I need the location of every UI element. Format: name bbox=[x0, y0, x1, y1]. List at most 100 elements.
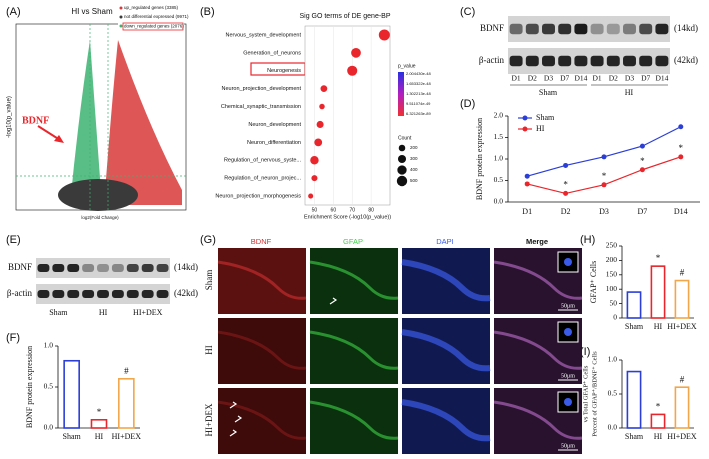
up-cloud bbox=[104, 40, 182, 205]
band bbox=[141, 264, 154, 272]
lane-label: D2 bbox=[528, 74, 537, 83]
legend-label: 300 bbox=[410, 156, 418, 161]
row-label: BDNF bbox=[480, 23, 504, 33]
annotation: BDNF bbox=[22, 115, 49, 126]
x-tick-label: HI+DEX bbox=[667, 322, 697, 331]
dot bbox=[311, 175, 318, 182]
band bbox=[655, 23, 669, 35]
row-label: β-actin bbox=[7, 288, 33, 298]
y-tick-label: 1.0 bbox=[494, 154, 504, 163]
panel-label: (I) bbox=[580, 346, 590, 358]
band bbox=[606, 55, 620, 67]
x-tick-label: Sham bbox=[625, 432, 644, 441]
band bbox=[97, 264, 109, 272]
tissue-band bbox=[401, 329, 491, 372]
tissue-glow bbox=[402, 388, 490, 454]
tissue-band bbox=[401, 259, 491, 302]
x-tick-label: HI+DEX bbox=[667, 432, 697, 441]
band bbox=[97, 290, 109, 298]
band bbox=[590, 55, 604, 67]
legend-label: 400 bbox=[410, 167, 418, 172]
band bbox=[509, 23, 523, 35]
dot bbox=[351, 47, 361, 58]
panel-label: (E) bbox=[6, 234, 21, 246]
category-label: Neuron_development bbox=[248, 122, 301, 128]
point bbox=[678, 124, 684, 130]
arrow bbox=[37, 125, 61, 141]
legend-title: Count bbox=[398, 135, 412, 141]
tissue-glow bbox=[310, 318, 398, 384]
bar bbox=[63, 359, 80, 429]
dot bbox=[378, 29, 390, 41]
micro-image bbox=[310, 318, 398, 384]
dot bbox=[308, 193, 314, 199]
band bbox=[126, 264, 139, 272]
band bbox=[111, 264, 124, 272]
row-label: HI+DEX bbox=[204, 403, 214, 437]
group-label: Sham bbox=[49, 308, 68, 317]
group-label: HI bbox=[625, 88, 634, 97]
annotation: # bbox=[680, 374, 685, 384]
x-tick-label: D3 bbox=[599, 207, 609, 216]
tissue-glow bbox=[218, 388, 306, 454]
tissue-glow bbox=[218, 318, 306, 384]
x-tick-label: 50 bbox=[312, 207, 318, 213]
x-tick-label: D2 bbox=[561, 207, 571, 216]
legend-dot bbox=[397, 165, 407, 175]
x-tick-label: HI bbox=[95, 432, 104, 441]
arrow bbox=[329, 297, 338, 305]
y-tick-label: 1.0 bbox=[608, 355, 618, 364]
y-tick-label: 0.0 bbox=[608, 423, 618, 432]
bar bbox=[650, 413, 666, 429]
y-tick-label: 0.0 bbox=[494, 197, 504, 206]
lane-label: D7 bbox=[560, 74, 569, 83]
legend-box bbox=[118, 3, 184, 33]
band bbox=[67, 290, 80, 298]
micro-image bbox=[218, 388, 306, 454]
colorbar-label: 1.302213e-48 bbox=[406, 91, 431, 96]
x-tick-label: D1 bbox=[522, 207, 532, 216]
column-label: Merge bbox=[526, 237, 548, 246]
bar bbox=[650, 265, 666, 319]
scale-label: 50μm bbox=[561, 443, 575, 449]
band bbox=[574, 23, 588, 35]
volcano-panel: HI vs Sham up_regulated genes (3385) not… bbox=[7, 3, 189, 220]
band bbox=[52, 264, 65, 272]
band bbox=[156, 290, 169, 298]
panel-label: (C) bbox=[460, 6, 475, 18]
colorbar-label: 2.004430e-48 bbox=[406, 71, 431, 76]
y-tick-label: 0.5 bbox=[494, 175, 504, 184]
category-label: Chemical_synaptic_transmission bbox=[221, 104, 301, 110]
row-label: β-actin bbox=[479, 55, 505, 65]
category-label: Neuron_projection_development bbox=[222, 86, 302, 92]
y-tick-label: 1.5 bbox=[494, 132, 504, 141]
band bbox=[525, 55, 539, 67]
x-axis-label: Enrichment Score (-log10(p_value)) bbox=[304, 214, 391, 220]
x-tick-label: Sham bbox=[625, 322, 644, 331]
lane-label: D1 bbox=[512, 74, 521, 83]
point bbox=[524, 173, 530, 179]
micro-image bbox=[218, 248, 306, 314]
point bbox=[639, 143, 645, 149]
y-tick-label: 0.5 bbox=[44, 382, 54, 391]
y-axis-label: Percent of GFAP⁺/BDNF⁺ Cells bbox=[591, 351, 598, 437]
lane-label: D7 bbox=[641, 74, 650, 83]
ns-cloud bbox=[58, 179, 138, 211]
highlight-box bbox=[122, 22, 184, 31]
colorbar-label: 1.653322e-48 bbox=[406, 81, 431, 86]
micro-image bbox=[402, 318, 490, 384]
panel-label: (B) bbox=[200, 6, 215, 18]
annotation: * bbox=[679, 143, 684, 153]
tissue-band bbox=[493, 260, 583, 300]
panel-label: (F) bbox=[6, 332, 20, 344]
annotation: * bbox=[656, 253, 661, 263]
lane-label: D14 bbox=[574, 74, 587, 83]
band bbox=[52, 290, 65, 298]
annotation: * bbox=[656, 401, 661, 411]
y-tick-label: 0.5 bbox=[608, 389, 618, 398]
micro-image bbox=[402, 248, 490, 314]
tissue-band bbox=[401, 399, 491, 442]
volcano-title: HI vs Sham bbox=[71, 7, 113, 16]
legend-dot bbox=[522, 126, 528, 132]
y-tick-label: 0 bbox=[613, 313, 617, 322]
